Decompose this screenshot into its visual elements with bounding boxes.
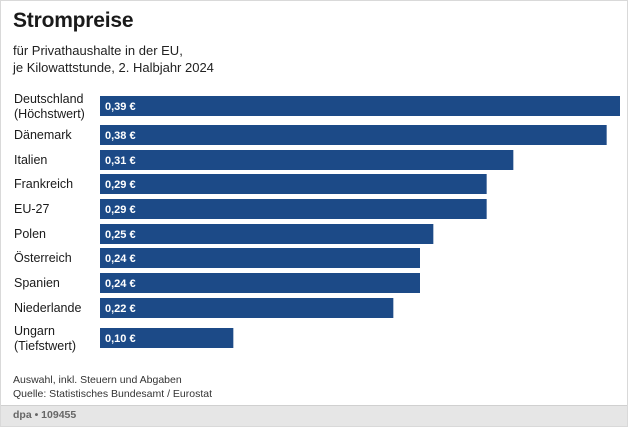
- bar: [100, 150, 514, 170]
- bar-value-label: 0,29 €: [105, 204, 136, 216]
- subtitle-line-1: für Privathaushalte in der EU,: [13, 43, 183, 58]
- note-selection: Auswahl, inkl. Steuern und Abgaben: [13, 374, 182, 386]
- category-label: Deutschland (Höchstwert): [14, 92, 85, 121]
- bar-value-label: 0,24 €: [105, 253, 136, 265]
- bar-chart: 0,39 € Deutschland (Höchstwert) 0,38 € Dänem…: [14, 92, 620, 353]
- chart-subtitle: für Privathaushalte in der EU, je Kilowa…: [13, 42, 214, 76]
- chart-title: Strompreise: [13, 9, 134, 32]
- bar: [100, 328, 234, 348]
- category-label: EU-27: [14, 202, 49, 216]
- subtitle-line-2: je Kilowattstunde, 2. Halbjahr 2024: [13, 60, 214, 75]
- bar-value-label: 0,24 €: [105, 278, 136, 290]
- category-label: Polen: [14, 227, 46, 241]
- category-label: Dänemark: [14, 128, 72, 142]
- category-label: Spanien: [14, 276, 60, 290]
- bar: [100, 125, 607, 145]
- bar-value-label: 0,22 €: [105, 303, 136, 315]
- bar-value-label: 0,29 €: [105, 179, 136, 191]
- category-label: Italien: [14, 153, 47, 167]
- footer-credit: dpa • 109455: [13, 409, 77, 421]
- bar: [100, 298, 394, 318]
- bar-value-label: 0,10 €: [105, 333, 136, 345]
- bar: [100, 248, 420, 268]
- note-source: Quelle: Statistisches Bundesamt / Eurost…: [13, 388, 213, 400]
- category-label: Österreich: [14, 251, 72, 265]
- footer-bar: dpa • 109455: [1, 405, 627, 426]
- category-label: Ungarn (Tiefstwert): [14, 324, 76, 353]
- bar-value-label: 0,39 €: [105, 101, 136, 113]
- category-label: Niederlande: [14, 301, 81, 315]
- bar: [100, 273, 420, 293]
- bar: [100, 224, 434, 244]
- category-label: Frankreich: [14, 177, 73, 191]
- bar-value-label: 0,25 €: [105, 229, 136, 241]
- bar: [100, 96, 620, 116]
- chart-notes: Auswahl, inkl. Steuern und Abgaben Quell…: [13, 373, 212, 401]
- bar: [100, 199, 487, 219]
- bar-value-label: 0,38 €: [105, 130, 136, 142]
- bar-value-label: 0,31 €: [105, 155, 136, 167]
- bar: [100, 174, 487, 194]
